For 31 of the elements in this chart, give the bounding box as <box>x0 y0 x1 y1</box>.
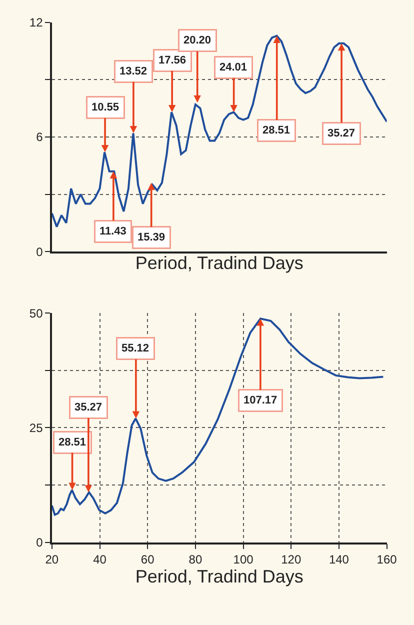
y-tick-label: 0 <box>36 535 44 550</box>
y-tick-label: 6 <box>36 130 44 144</box>
annotation: 28.51 <box>58 436 86 448</box>
annotation: 17.56 <box>158 54 186 66</box>
x-axis-title: Period, Tradind Days <box>135 566 304 586</box>
x-tick-label: 60 <box>140 552 155 566</box>
annotation: 35.27 <box>74 402 102 414</box>
line-series <box>52 34 387 228</box>
x-tick-label: 160 <box>376 552 398 566</box>
line-series <box>52 318 384 516</box>
annotation: 10.55 <box>92 102 120 114</box>
annotation: 13.52 <box>120 66 148 78</box>
x-tick-label: 140 <box>328 552 350 566</box>
y-tick-label: 50 <box>29 306 44 320</box>
x-tick-label: 120 <box>281 552 302 566</box>
annotation: 15.39 <box>138 232 166 244</box>
x-tick-label: 100 <box>233 552 254 566</box>
annotation: 11.43 <box>100 226 126 238</box>
y-tick-label: 25 <box>29 420 44 435</box>
x-axis-title: Period, Tradind Days <box>135 252 304 273</box>
x-tick-label: 80 <box>188 552 202 566</box>
y-tick-label: 12 <box>29 16 44 30</box>
annotation: 55.12 <box>122 342 150 354</box>
annotation: 28.51 <box>262 124 290 136</box>
x-tick-label: 20 <box>45 552 59 566</box>
annotation: 107.17 <box>244 394 278 406</box>
annotation: 35.27 <box>328 128 356 140</box>
y-tick-label: 0 <box>36 244 44 259</box>
x-tick-label: 40 <box>93 552 107 566</box>
annotation: 20.20 <box>184 34 212 46</box>
annotation: 24.01 <box>220 62 248 74</box>
